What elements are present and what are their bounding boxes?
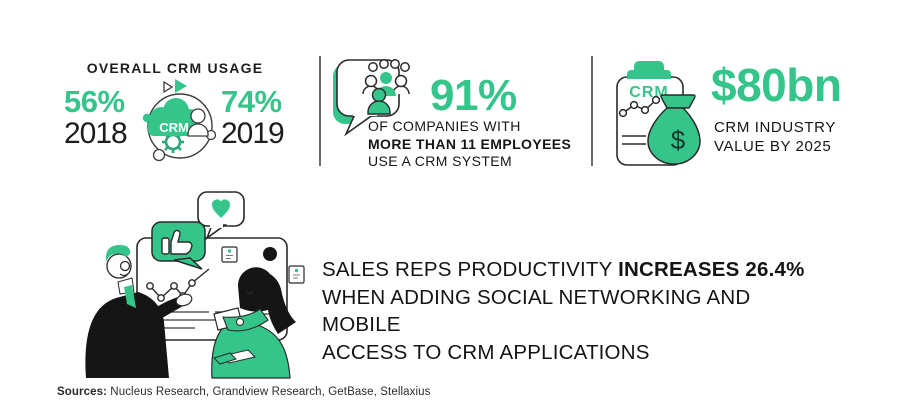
- companies-line-1: OF COMPANIES WITH: [368, 118, 521, 134]
- crm-cloud-gear-icon: CRM: [142, 79, 217, 162]
- sticky-note: [221, 246, 238, 263]
- productivity-statement: SALES REPS PRODUCTIVITY INCREASES 26.4% …: [322, 256, 827, 366]
- cloud-crm-label: CRM: [159, 120, 189, 135]
- floor-paper: [213, 349, 256, 365]
- productivity-text-line2: WHEN ADDING SOCIAL NETWORKING AND MOBILE: [322, 285, 751, 337]
- divider-right: [591, 56, 593, 166]
- green-tie: [124, 285, 136, 308]
- stat-2019-percent: 74%: [221, 84, 282, 119]
- stat-industry-value: $80bn: [711, 59, 842, 111]
- stat-2019: 74% 2019: [221, 84, 285, 150]
- person-icon: [187, 108, 209, 137]
- heart-bubble-icon: [197, 191, 245, 241]
- productivity-text-bold: INCREASES 26.4%: [618, 258, 805, 281]
- industry-line-2: VALUE BY 2025: [714, 137, 832, 155]
- woman-with-papers: [211, 247, 296, 379]
- speech-bubble-people-icon: [333, 59, 410, 137]
- stat-companies-value: 91%: [430, 71, 517, 120]
- productivity-text-pre: SALES REPS PRODUCTIVITY: [322, 258, 619, 281]
- presentation-illustration: [85, 191, 305, 379]
- sources-footer: Sources: Nucleus Research, Grandview Res…: [57, 386, 431, 398]
- clipboard-moneybag-icon: CRM $: [616, 61, 701, 166]
- stat-industry-caption: CRM INDUSTRY VALUE BY 2025: [714, 119, 836, 156]
- stat-2018-year: 2018: [64, 117, 128, 150]
- woman-hair: [237, 267, 296, 334]
- thumbs-up-icon: [161, 229, 193, 255]
- stat-2018: 56% 2018: [64, 84, 128, 150]
- companies-line-2: MORE THAN 11 EMPLOYEES: [368, 135, 572, 152]
- divider-left: [319, 56, 321, 166]
- money-bag-icon: $: [647, 94, 701, 165]
- crm-usage-title: OVERALL CRM USAGE: [86, 60, 264, 76]
- companies-line-3: USE A CRM SYSTEM: [368, 153, 513, 169]
- stat-2018-percent: 56%: [64, 84, 125, 119]
- industry-line-1: CRM INDUSTRY: [714, 119, 836, 136]
- sticky-note: [288, 265, 305, 284]
- glasses-icon: [119, 260, 131, 272]
- money-bag-dollar-symbol: $: [671, 125, 686, 155]
- thumbs-up-bubble-icon: [151, 221, 206, 270]
- productivity-text-line3: ACCESS TO CRM APPLICATIONS: [322, 340, 650, 364]
- sources-list: Nucleus Research, Grandview Research, Ge…: [107, 386, 431, 398]
- man-presenter: [85, 245, 193, 378]
- sources-label: Sources:: [57, 386, 108, 398]
- stat-companies-caption: OF COMPANIES WITH MORE THAN 11 EMPLOYEES…: [368, 118, 571, 171]
- people-group-icon: [362, 59, 410, 115]
- man-hair: [105, 245, 131, 262]
- stat-2019-year: 2019: [221, 117, 285, 150]
- heart-icon: [212, 199, 230, 218]
